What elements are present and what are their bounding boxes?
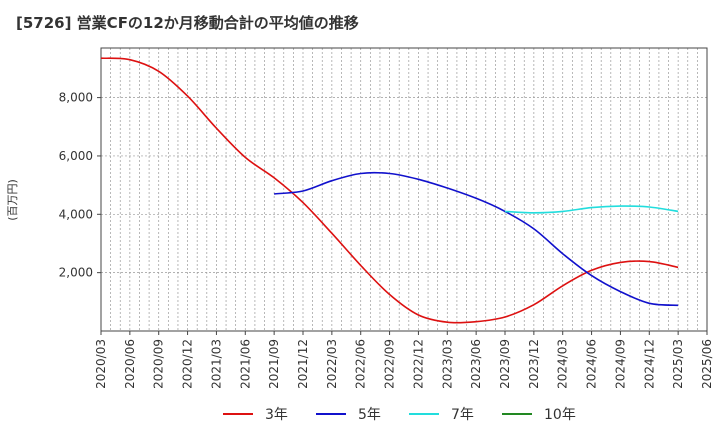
x-tick-label: 2023/06: [469, 339, 483, 389]
series: [100, 57, 679, 324]
chart-title: [5726] 営業CFの12か月移動合計の平均値の推移: [16, 14, 359, 32]
x-axis: 2020/03 2020/06 2020/09 2020/12 2021/03 2021/…: [94, 331, 714, 389]
x-tick-label: 2024/09: [613, 339, 627, 389]
x-tick-label: 2021/12: [296, 339, 310, 389]
legend-label-2: 5年: [358, 407, 381, 423]
y-tick-label: 4,000: [59, 207, 93, 221]
grid: [100, 48, 708, 331]
x-tick-label: 2022/06: [354, 339, 368, 389]
x-tick-label: 2025/03: [671, 339, 685, 389]
plot-frame: [100, 47, 708, 332]
x-tick-label: 2024/03: [556, 339, 570, 389]
y-tick-label: 6,000: [59, 149, 93, 163]
x-tick-label: 2020/03: [94, 339, 108, 389]
x-tick-label: 2022/12: [411, 339, 425, 389]
y-tick-label: 8,000: [59, 91, 93, 105]
x-tick-label: 2025/06: [700, 339, 714, 389]
x-tick-label: 2022/03: [325, 339, 339, 389]
x-tick-label: 2021/03: [209, 339, 223, 389]
legend: 3年 5年 7年 10年: [223, 407, 576, 423]
legend-label-3: 7年: [451, 407, 474, 423]
x-tick-label: 2022/09: [383, 339, 397, 389]
y-axis: 2,000 4,000 6,000 8,000: [59, 91, 101, 280]
series-line-3: [504, 205, 679, 214]
x-tick-label: 2020/12: [181, 339, 195, 389]
x-tick-label: 2020/06: [123, 339, 137, 389]
x-tick-label: 2021/06: [238, 339, 252, 389]
series-line-1: [100, 57, 679, 324]
legend-label-1: 3年: [265, 407, 288, 423]
x-tick-label: 2024/12: [642, 339, 656, 389]
series-line-2: [274, 171, 679, 307]
x-tick-label: 2023/03: [440, 339, 454, 389]
x-tick-label: 2023/09: [498, 339, 512, 389]
x-tick-label: 2023/12: [527, 339, 541, 389]
x-tick-label: 2020/09: [152, 339, 166, 389]
x-tick-label: 2024/06: [585, 339, 599, 389]
x-tick-label: 2021/09: [267, 339, 281, 389]
legend-label-4: 10年: [544, 407, 576, 423]
y-axis-label: (百万円): [6, 179, 19, 221]
y-tick-label: 2,000: [59, 266, 93, 280]
